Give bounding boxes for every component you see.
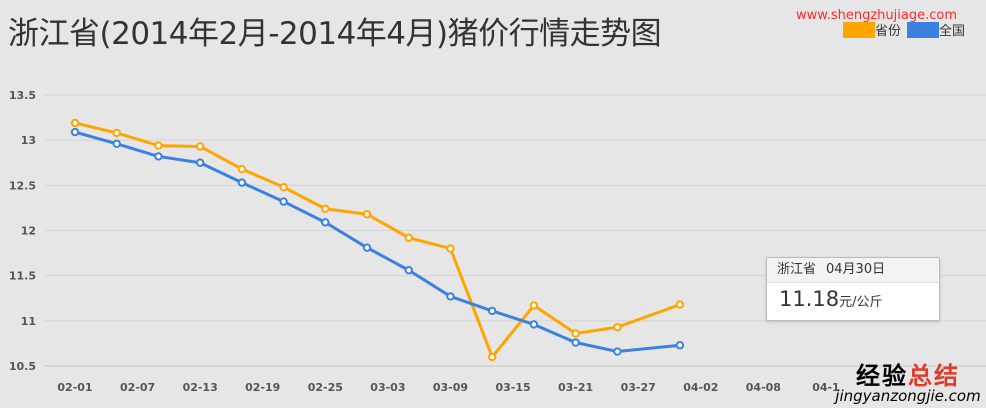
data-point: [675, 300, 685, 309]
watermark-part1: 经验: [856, 362, 908, 390]
y-tick-label: 10.5: [9, 360, 36, 373]
tooltip: 浙江省 04月30日 11.18元/公斤: [766, 257, 940, 321]
data-point: [446, 292, 455, 301]
x-tick-label: 02-01: [57, 381, 92, 394]
watermark-chinese: 经验总结: [830, 356, 986, 391]
data-point: [279, 182, 288, 192]
data-point: [529, 320, 539, 329]
data-point: [404, 266, 413, 275]
x-tick-label: 03-15: [495, 381, 530, 394]
x-tick-label: 03-21: [558, 381, 593, 394]
y-tick-label: 11: [21, 315, 36, 328]
data-point: [571, 338, 580, 347]
y-tick-label: 11.5: [9, 270, 36, 283]
data-point: [446, 244, 455, 253]
tooltip-unit: 元/公斤: [839, 295, 883, 310]
y-tick-label: 12.5: [9, 179, 36, 192]
x-tick-label: 02-25: [308, 381, 343, 394]
x-tick-label: 02-13: [183, 381, 218, 394]
legend-item-province[interactable]: 省份: [843, 20, 901, 39]
x-tick-label: 02-19: [245, 381, 280, 394]
watermark-url: www.shengzhujiage.com: [796, 8, 957, 23]
data-point: [112, 139, 121, 148]
watermark-site: 经验总结 jingyanzongjie.com: [830, 356, 986, 408]
tooltip-series: 浙江省: [777, 262, 817, 277]
tooltip-date: 04月30日: [826, 262, 886, 277]
tooltip-value: 11.18: [779, 287, 840, 311]
data-point: [488, 352, 497, 362]
data-point: [613, 347, 622, 356]
legend-label-province: 省份: [875, 24, 902, 39]
legend-item-national[interactable]: 全国: [907, 20, 965, 39]
chart-title: 浙江省(2014年2月-2014年4月)猪价行情走势图: [8, 16, 662, 52]
data-point: [321, 218, 330, 227]
x-tick-label: 03-27: [621, 381, 656, 394]
x-tick-label: 04-08: [746, 381, 781, 394]
data-point: [154, 141, 163, 150]
data-point: [237, 178, 247, 187]
data-point: [529, 301, 539, 310]
legend-swatch-province: [843, 21, 875, 38]
x-tick-label: 03-03: [370, 381, 405, 394]
data-point: [488, 306, 497, 316]
watermark-part2: 总结: [908, 362, 960, 390]
data-point: [571, 329, 580, 338]
tooltip-body: 11.18元/公斤: [767, 283, 939, 311]
y-tick-label: 12: [21, 225, 36, 238]
watermark-english: jingyanzongjie.com: [835, 387, 981, 405]
data-point: [195, 142, 205, 151]
data-point: [112, 128, 121, 138]
x-tick-label: 04-02: [683, 381, 718, 394]
series-line-1: [74, 130, 681, 354]
y-tick-label: 13.5: [9, 89, 36, 102]
x-tick-label: 04-1: [812, 381, 840, 394]
data-point: [195, 158, 205, 167]
data-point: [70, 118, 80, 128]
y-tick-label: 13: [21, 134, 36, 147]
data-point: [613, 322, 622, 332]
tooltip-header: 浙江省 04月30日: [767, 258, 939, 283]
data-point: [675, 341, 685, 350]
data-point: [279, 197, 288, 206]
data-point: [404, 233, 413, 242]
data-point: [154, 152, 163, 161]
legend: 省份 全国: [843, 20, 965, 39]
legend-label-national: 全国: [939, 24, 966, 39]
x-tick-label: 03-09: [433, 381, 468, 394]
data-point: [237, 164, 247, 174]
data-point: [362, 243, 372, 252]
data-point: [362, 210, 372, 219]
legend-swatch-national: [907, 21, 940, 38]
x-tick-label: 02-07: [120, 381, 155, 394]
data-point: [321, 204, 330, 214]
data-point: [70, 127, 80, 137]
